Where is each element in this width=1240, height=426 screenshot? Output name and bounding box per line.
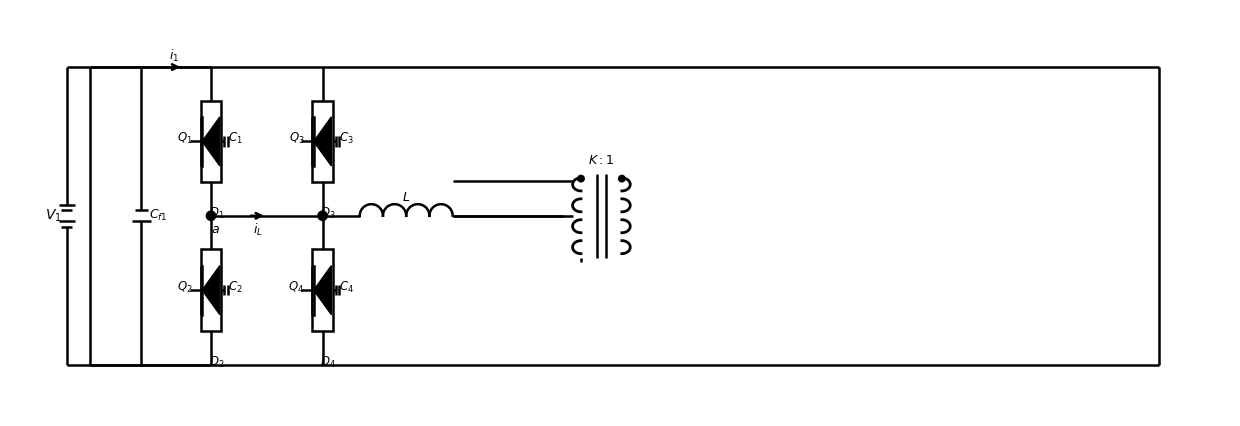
Text: $L$: $L$	[402, 191, 410, 204]
Text: $D_4$: $D_4$	[320, 355, 336, 370]
Bar	[312, 101, 332, 182]
Circle shape	[317, 211, 327, 220]
Text: $Q_1$: $Q_1$	[177, 131, 193, 146]
Text: $D_2$: $D_2$	[208, 355, 224, 370]
Bar	[201, 249, 221, 331]
Polygon shape	[314, 117, 331, 166]
Text: $V_1$: $V_1$	[45, 207, 61, 224]
Text: $Q_4$: $Q_4$	[289, 280, 305, 295]
Text: $Q_3$: $Q_3$	[289, 131, 304, 146]
Text: $K:1$: $K:1$	[589, 153, 615, 167]
Text: $C_{f1}$: $C_{f1}$	[149, 208, 167, 223]
Circle shape	[578, 176, 584, 182]
Text: $D_3$: $D_3$	[320, 206, 336, 222]
Bar	[201, 101, 221, 182]
Circle shape	[619, 176, 625, 182]
Text: $D_1$: $D_1$	[208, 206, 224, 222]
Text: $a$: $a$	[211, 223, 219, 236]
Text: $Q_2$: $Q_2$	[177, 280, 192, 295]
Text: $C_1$: $C_1$	[228, 131, 243, 146]
Text: $C_2$: $C_2$	[228, 280, 243, 295]
Polygon shape	[202, 266, 219, 315]
Text: $C_4$: $C_4$	[340, 280, 355, 295]
Text: $i_1$: $i_1$	[169, 48, 179, 64]
Text: $i_L$: $i_L$	[253, 222, 263, 238]
Circle shape	[206, 211, 216, 220]
Text: $C_3$: $C_3$	[340, 131, 355, 146]
Bar	[312, 249, 332, 331]
Polygon shape	[314, 266, 331, 315]
Polygon shape	[202, 117, 219, 166]
